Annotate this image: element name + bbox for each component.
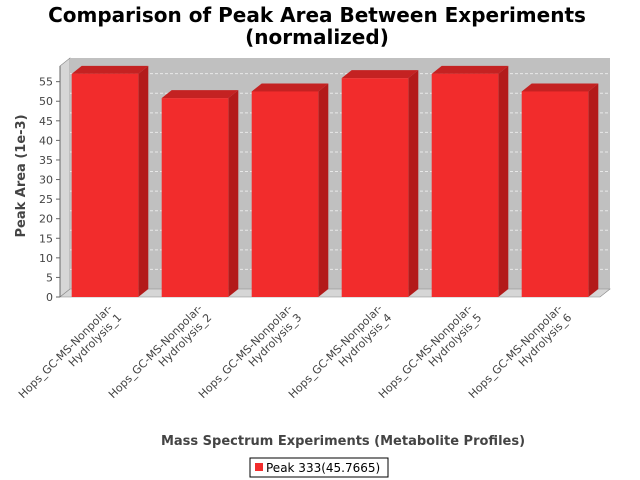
bar: [71, 65, 149, 297]
bar: [521, 83, 599, 297]
legend-box: [249, 457, 389, 478]
y-tick-label: 20: [39, 213, 53, 226]
bar-side: [588, 83, 599, 297]
x-tick-label-line: Hops_GC-MS-Nonpolar-: [286, 302, 385, 401]
legend-label: Peak 333(45.7665): [266, 461, 380, 475]
bar: [431, 65, 509, 297]
chart-title-line2: (normalized): [245, 25, 389, 49]
bar-top: [341, 70, 419, 79]
bar-top: [521, 83, 599, 92]
bar-front: [521, 91, 589, 297]
y-tick-label: 25: [39, 193, 53, 206]
x-tick-label-line: Hops_GC-MS-Nonpolar-: [196, 302, 295, 401]
y-tick-label: 10: [39, 252, 53, 265]
y-tick-label: 0: [46, 291, 53, 304]
y-tick-label: 55: [39, 76, 53, 89]
x-axis-label: Mass Spectrum Experiments (Metabolite Pr…: [161, 434, 525, 449]
bar: [161, 90, 239, 297]
bar: [341, 70, 419, 297]
bar-side: [318, 83, 329, 297]
bar-front: [71, 73, 139, 297]
legend: Peak 333(45.7665): [249, 457, 389, 478]
bar-side: [408, 70, 419, 297]
bar-front: [161, 98, 229, 297]
y-tick-label: 35: [39, 154, 53, 167]
plot-back-wall: [70, 58, 610, 289]
y-tick-label: 5: [46, 271, 53, 284]
bar-top: [161, 90, 239, 99]
y-tick-label: 40: [39, 134, 53, 147]
bars: [71, 65, 599, 297]
y-axis-label: Peak Area (1e-3): [14, 114, 29, 237]
y-tick-label: 50: [39, 95, 53, 108]
x-tick-label-line: Hops_GC-MS-Nonpolar-: [466, 302, 565, 401]
x-tick-label-line: Hops_GC-MS-Nonpolar-: [16, 302, 115, 401]
chart-title-line1: Comparison of Peak Area Between Experime…: [48, 3, 586, 27]
x-tick-label-line: Hops_GC-MS-Nonpolar-: [376, 302, 475, 401]
bar-front: [341, 78, 409, 297]
bar-side: [498, 65, 509, 297]
bar-top: [431, 65, 509, 74]
bar-front: [431, 73, 499, 297]
x-axis-categories: Hops_GC-MS-Nonpolar-Hydrolysis_1Hops_GC-…: [16, 302, 574, 410]
y-tick-label: 45: [39, 115, 53, 128]
bar-side: [138, 65, 149, 297]
bar-top: [251, 83, 329, 92]
plot-left-wall: [59, 57, 71, 298]
bar-front: [251, 91, 319, 297]
gridlines: [70, 73, 610, 270]
bar: [251, 83, 329, 297]
y-axis: 0 5 10 15 20 25 30 35 40 45 50 55: [39, 66, 61, 304]
legend-swatch: [255, 463, 263, 471]
x-tick-label-line: Hops_GC-MS-Nonpolar-: [106, 302, 205, 401]
bar-side: [228, 90, 239, 297]
y-tick-label: 15: [39, 232, 53, 245]
plot-background: [59, 57, 611, 298]
bar-top: [71, 65, 149, 74]
x-tick-label: Hops_GC-MS-Nonpolar-Hydrolysis_6: [466, 302, 574, 410]
y-tick-label: 30: [39, 174, 53, 187]
